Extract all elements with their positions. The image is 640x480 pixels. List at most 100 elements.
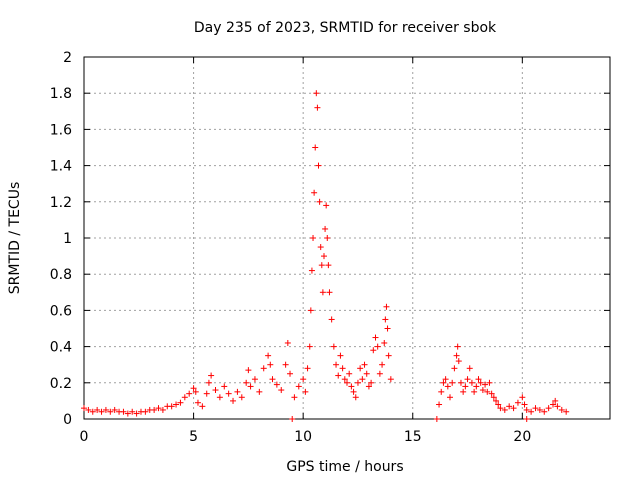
data-point [383, 303, 390, 310]
data-point [482, 381, 489, 388]
data-point [473, 383, 480, 390]
data-point [468, 379, 475, 386]
data-point [142, 408, 149, 415]
y-tick-label: 1.6 [50, 122, 72, 138]
data-point [536, 406, 543, 413]
plot-frame [83, 56, 611, 420]
x-tick-label: 5 [189, 429, 198, 445]
data-point [313, 90, 320, 97]
data-point [510, 405, 517, 412]
data-point [447, 394, 454, 401]
data-point [444, 383, 451, 390]
data-point [245, 367, 252, 374]
data-point [260, 365, 267, 372]
data-point [523, 406, 530, 413]
data-point [151, 406, 158, 413]
data-point [318, 262, 325, 269]
y-tick-label: 1.4 [50, 159, 72, 175]
x-axis-label: GPS time / hours [286, 459, 403, 475]
data-point [330, 343, 337, 350]
y-tick-label: 1.2 [50, 195, 72, 211]
data-point [344, 379, 350, 386]
data-point [192, 388, 199, 395]
tick-layer [83, 56, 610, 420]
data-point [269, 376, 276, 383]
data-point [519, 394, 526, 401]
data-point [289, 416, 296, 422]
x-tick-label: 20 [513, 429, 531, 445]
data-point [238, 394, 245, 401]
data-point [350, 388, 357, 395]
data-point [81, 405, 87, 412]
data-point [316, 198, 323, 205]
data-point [190, 385, 197, 392]
data-point [471, 388, 478, 395]
data-point [486, 379, 493, 386]
y-tick-label: 1 [63, 231, 72, 247]
data-point [440, 379, 447, 386]
y-tick-label: 1.8 [50, 86, 72, 102]
x-tick-label: 0 [80, 429, 89, 445]
data-point [129, 408, 136, 415]
data-point [475, 376, 482, 383]
data-point [361, 361, 368, 368]
data-point [477, 379, 484, 386]
data-point [302, 388, 309, 395]
data-point [273, 381, 280, 388]
data-point [323, 202, 330, 209]
data-point [94, 406, 101, 413]
data-point [384, 325, 391, 332]
y-tick-label: 0.8 [50, 267, 72, 283]
data-point [490, 394, 497, 401]
data-point [155, 405, 162, 412]
data-point [488, 390, 495, 397]
y-tick-labels: 0 0.2 0.4 0.6 0.8 1 1.2 1.4 1.6 1.8 2 [50, 50, 72, 428]
data-point [291, 394, 298, 401]
data-point [203, 390, 210, 397]
data-point [312, 144, 319, 151]
data-point [514, 399, 521, 406]
y-tick-label: 0.6 [50, 303, 72, 319]
data-point [541, 408, 548, 415]
data-point [295, 383, 302, 390]
data-point [102, 406, 109, 413]
data-point [363, 370, 370, 377]
data-point [322, 225, 329, 232]
data-point [311, 189, 318, 196]
data-point [376, 370, 383, 377]
data-point [558, 406, 565, 413]
data-point [256, 388, 263, 395]
data-point [341, 376, 348, 383]
data-point [368, 379, 375, 386]
data-point [98, 408, 105, 415]
data-point [460, 388, 467, 395]
data-point [317, 244, 324, 251]
data-point [225, 390, 232, 397]
y-tick-label: 2 [63, 50, 72, 66]
data-point [372, 334, 379, 341]
data-point [159, 406, 166, 413]
data-point [462, 383, 469, 390]
data-point [300, 376, 307, 383]
data-point [326, 289, 333, 296]
data-point [381, 339, 388, 346]
grid-layer [84, 57, 610, 419]
data-point [466, 365, 473, 372]
chart-title: Day 235 of 2023, SRMTID for receiver sbo… [194, 20, 497, 36]
data-point [306, 343, 313, 350]
data-point [436, 401, 443, 408]
data-point [453, 352, 460, 359]
data-point [354, 379, 361, 386]
y-tick-label: 0.2 [50, 376, 72, 392]
data-point [528, 408, 535, 415]
data-point [352, 394, 359, 401]
data-point [124, 410, 131, 417]
data-point [523, 416, 530, 422]
data-point [433, 416, 440, 422]
data-point [521, 401, 528, 408]
data-point [550, 401, 557, 408]
data-point [212, 387, 219, 394]
data-point [339, 365, 346, 372]
data-point [484, 388, 491, 395]
data-point [324, 235, 331, 241]
